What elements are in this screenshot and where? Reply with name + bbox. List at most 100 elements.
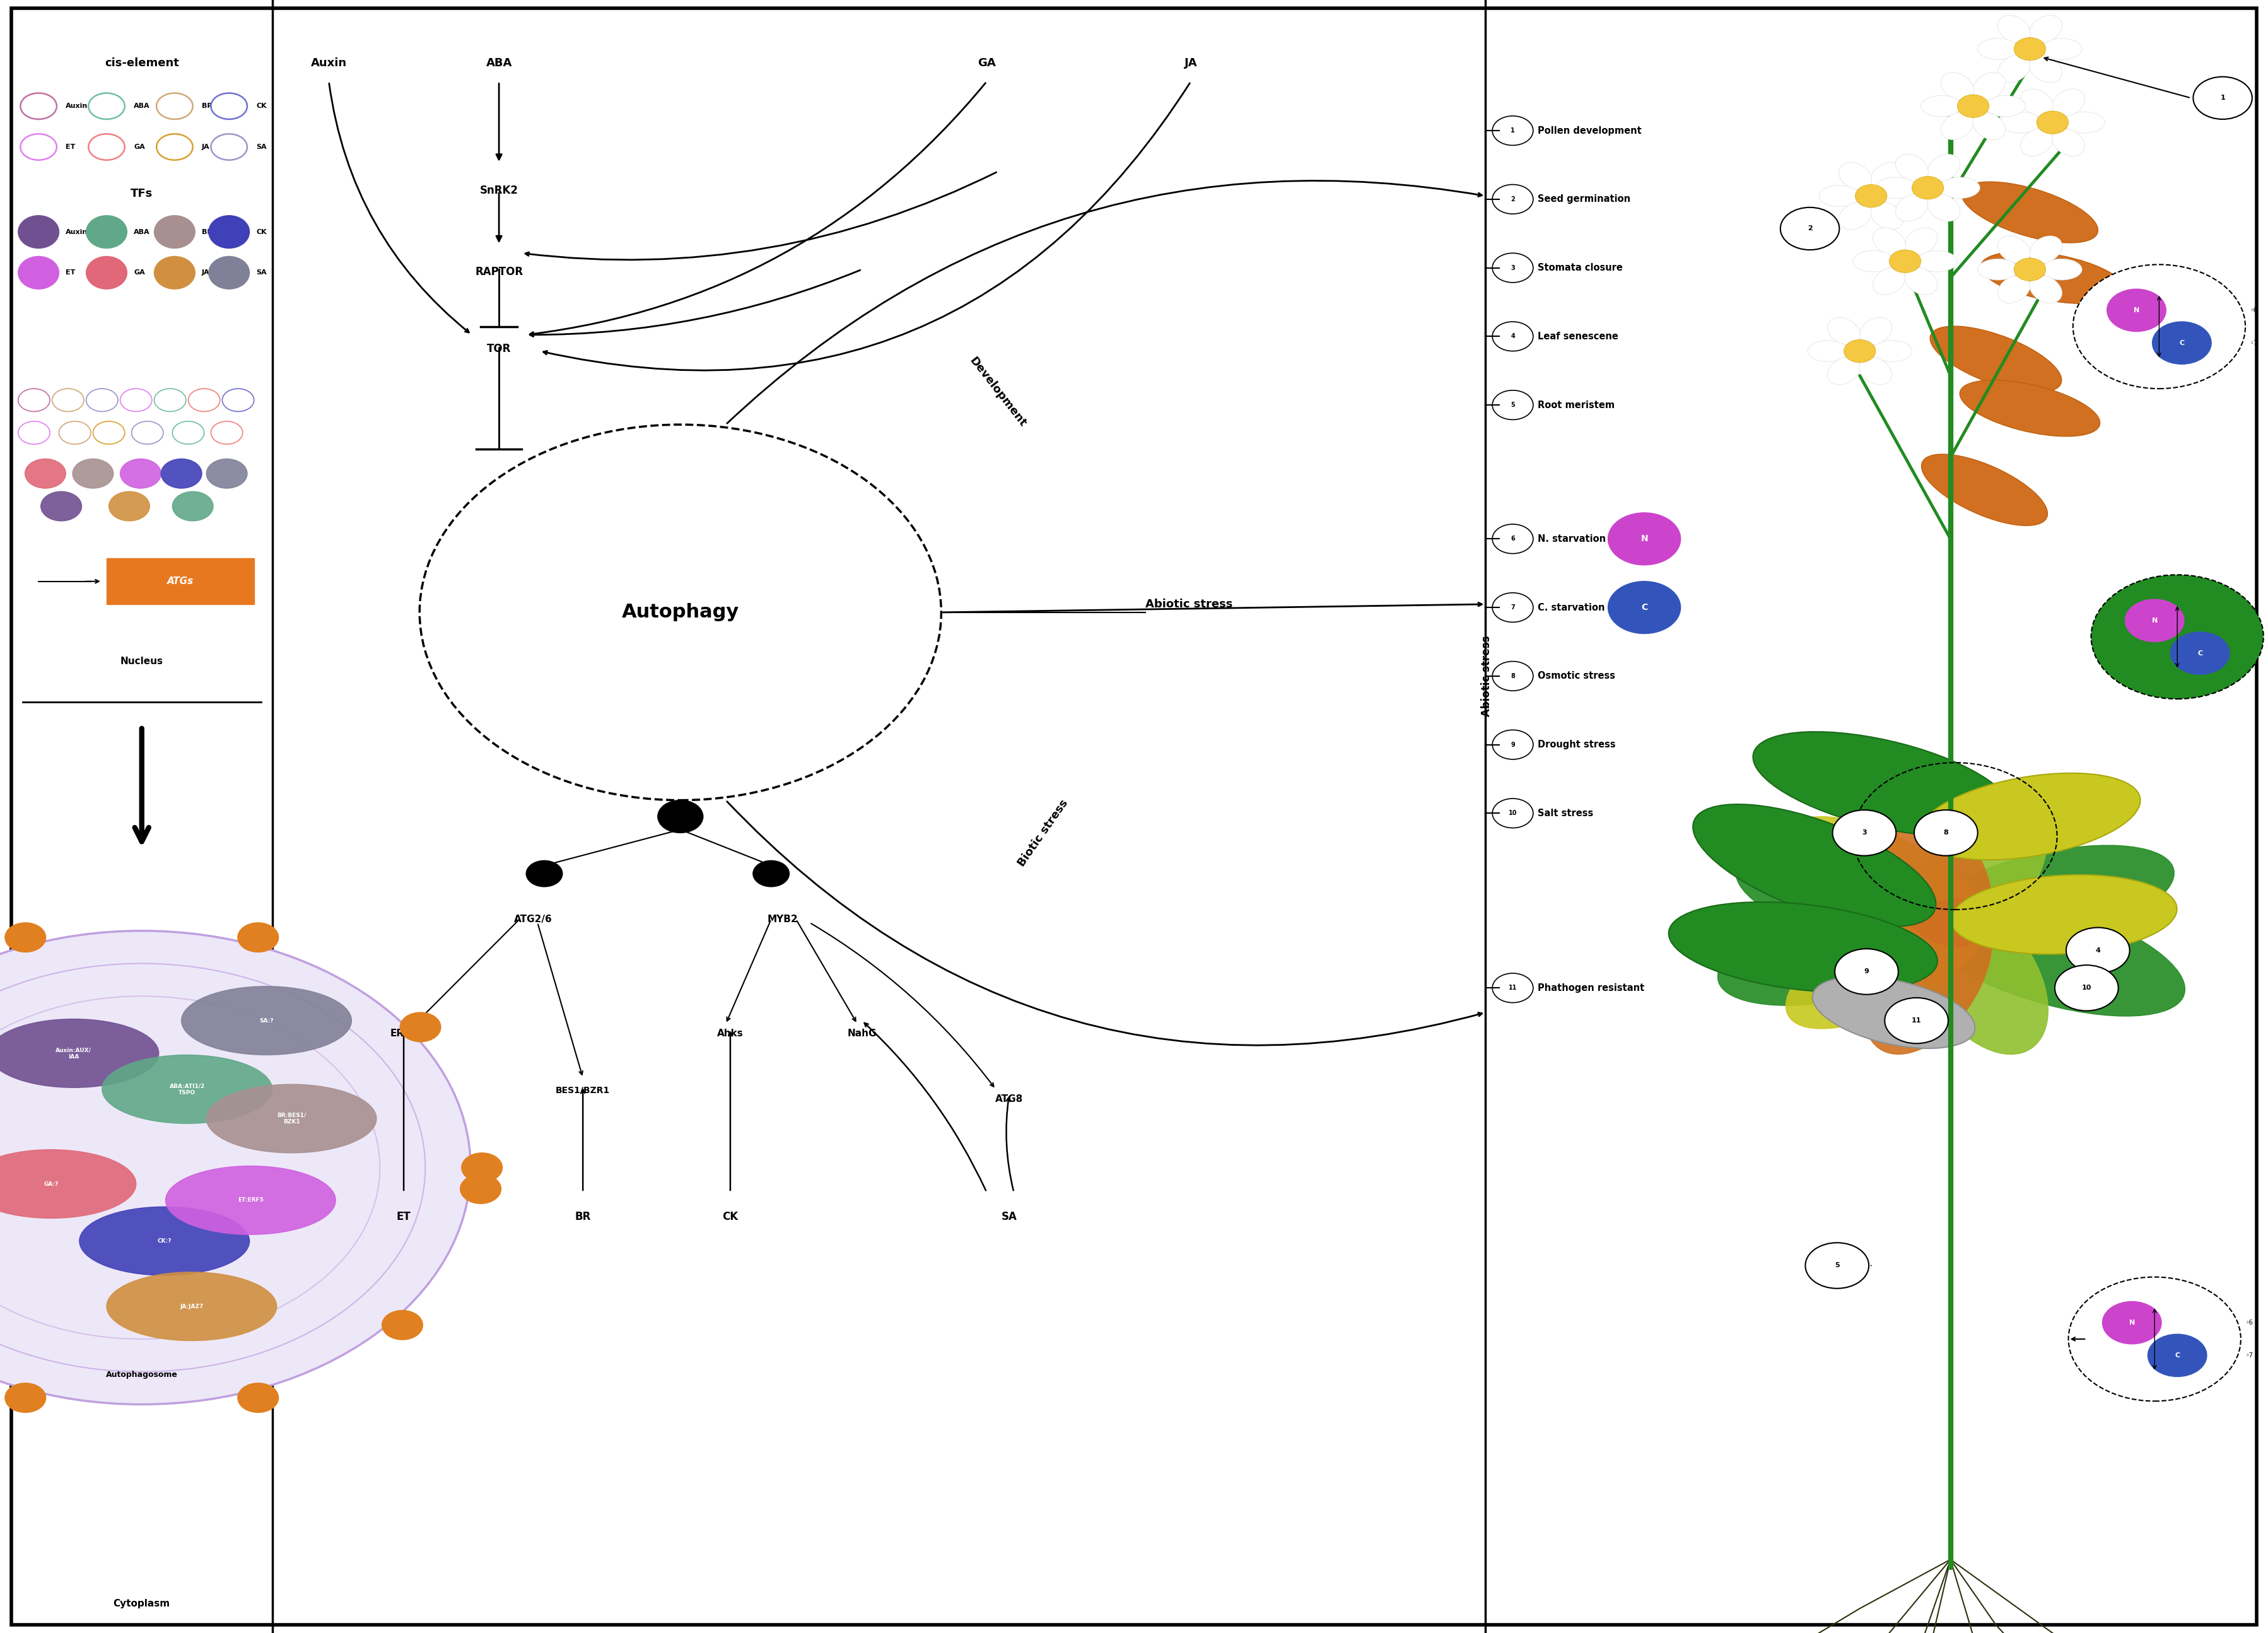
Circle shape [2014,258,2046,281]
Text: Root meristem: Root meristem [1538,400,1615,410]
Ellipse shape [1905,268,1937,296]
Ellipse shape [1871,162,1903,189]
Text: 5: 5 [1510,402,1515,408]
Ellipse shape [1941,113,1973,140]
Text: 3: 3 [1510,265,1515,271]
Text: Osmotic stress: Osmotic stress [1538,671,1615,681]
Text: Seed germination: Seed germination [1538,194,1631,204]
Ellipse shape [1984,95,2025,118]
Circle shape [172,421,204,444]
Text: SA: SA [256,269,268,276]
Text: Auxin:AUX/
IAA: Auxin:AUX/ IAA [57,1047,91,1060]
Circle shape [86,389,118,412]
Text: Nucleus: Nucleus [120,656,163,666]
Text: 10: 10 [1508,810,1517,816]
Ellipse shape [1998,56,2030,83]
Text: GA: GA [978,57,996,69]
Ellipse shape [1735,846,1996,954]
Ellipse shape [2053,129,2084,157]
Circle shape [59,421,91,444]
Text: N: N [1640,534,1649,544]
Circle shape [238,923,279,952]
Ellipse shape [0,1150,136,1218]
Ellipse shape [2041,38,2082,60]
Text: GA:?: GA:? [43,1181,59,1187]
Text: Biotic stress: Biotic stress [1016,797,1070,869]
Text: Abiotic stress: Abiotic stress [1145,599,1232,609]
Text: GA: GA [134,269,145,276]
Text: NahG: NahG [848,1029,875,1039]
Circle shape [88,134,125,160]
Ellipse shape [1896,194,1928,222]
Ellipse shape [1812,977,1975,1048]
Ellipse shape [2030,276,2062,304]
Text: ABA: ABA [485,57,513,69]
Text: CK: CK [256,229,268,235]
Text: 9: 9 [1510,741,1515,748]
Circle shape [2148,1334,2207,1377]
Circle shape [154,389,186,412]
Circle shape [52,389,84,412]
Text: CK: CK [256,103,268,109]
Ellipse shape [73,459,113,488]
Circle shape [1492,185,1533,214]
Ellipse shape [1864,790,1991,947]
Ellipse shape [181,986,352,1055]
Ellipse shape [209,216,249,248]
Text: 11: 11 [1508,985,1517,991]
Ellipse shape [0,1019,159,1088]
Ellipse shape [1692,803,1937,928]
Ellipse shape [1921,95,1962,118]
Text: ◦6: ◦6 [2245,1319,2252,1326]
Text: ET:ERF5: ET:ERF5 [238,1197,263,1204]
Ellipse shape [2041,258,2082,281]
Ellipse shape [1973,72,2005,100]
Ellipse shape [1882,185,1923,206]
Text: 9: 9 [1864,968,1869,975]
Ellipse shape [1998,235,2030,263]
Ellipse shape [2064,111,2105,132]
Text: ATG2/6: ATG2/6 [515,914,551,924]
Text: SA: SA [256,144,268,150]
Circle shape [5,923,45,952]
Text: CK:?: CK:? [156,1238,172,1244]
Ellipse shape [1871,341,1912,363]
Circle shape [120,389,152,412]
Ellipse shape [1753,732,2012,836]
Text: N: N [2130,1319,2134,1326]
Text: ◦7: ◦7 [2250,340,2257,346]
Circle shape [238,1383,279,1413]
Ellipse shape [18,256,59,289]
Text: TOR: TOR [488,343,510,354]
Ellipse shape [1860,317,1892,345]
Text: 4: 4 [1510,333,1515,340]
Ellipse shape [1839,162,1871,189]
Ellipse shape [1864,898,1991,1055]
Circle shape [211,93,247,119]
Ellipse shape [161,459,202,488]
Circle shape [1492,593,1533,622]
Circle shape [1805,1243,1869,1288]
Text: 1: 1 [2220,95,2225,101]
Ellipse shape [1785,816,1991,947]
Ellipse shape [86,256,127,289]
Circle shape [2073,265,2245,389]
Ellipse shape [172,492,213,521]
Text: ATGs: ATGs [168,576,193,586]
Text: TFs: TFs [132,188,152,199]
Ellipse shape [1998,276,2030,304]
Ellipse shape [1916,251,1957,273]
Text: CK: CK [723,1212,737,1221]
Circle shape [1914,810,1978,856]
Ellipse shape [1839,202,1871,230]
Text: 1: 1 [1510,127,1515,134]
Circle shape [5,1383,45,1413]
Ellipse shape [1998,15,2030,42]
Text: Pollen development: Pollen development [1538,126,1642,136]
Text: Stomata closure: Stomata closure [1538,263,1624,273]
Text: BR: BR [202,103,213,109]
Text: Cytoplasm: Cytoplasm [113,1599,170,1609]
Circle shape [1889,250,1921,273]
Ellipse shape [1785,898,1991,1029]
Ellipse shape [86,216,127,248]
